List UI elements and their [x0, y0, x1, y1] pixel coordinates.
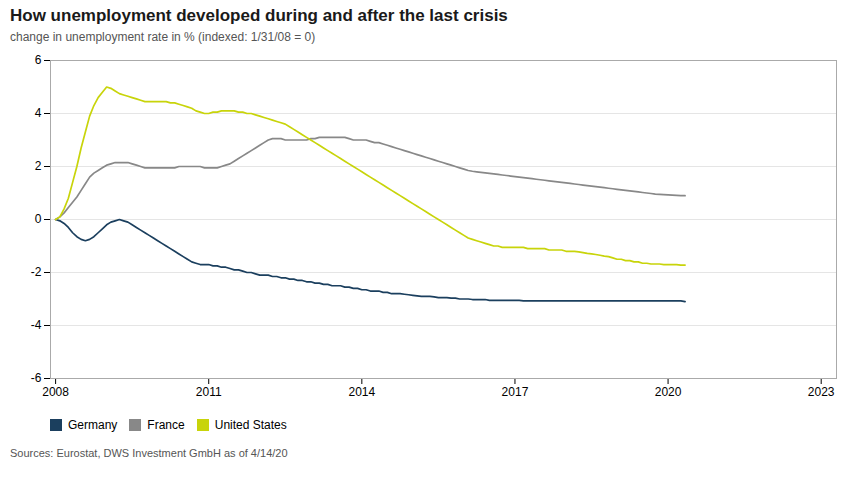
svg-text:2: 2 — [35, 159, 42, 173]
svg-text:2008: 2008 — [42, 385, 69, 399]
svg-text:6: 6 — [35, 53, 42, 67]
svg-text:0: 0 — [35, 212, 42, 226]
html-text:How unemployment developed dur: How unemployment developed during and af… — [10, 6, 508, 25]
svg-text:-6: -6 — [31, 371, 42, 385]
html-text:Germany: Germany — [68, 417, 118, 432]
svg-text:-4: -4 — [31, 318, 42, 332]
svg-text:4: 4 — [35, 106, 42, 120]
html-text:United States: United States — [214, 417, 287, 432]
svg-text:-2: -2 — [31, 265, 42, 279]
svg-text:2020: 2020 — [655, 385, 682, 399]
svg-text:2023: 2023 — [808, 385, 835, 399]
html-text:France: France — [147, 417, 185, 432]
html-text:change in unemployment rate in: change in unemployment rate in % (indexe… — [10, 30, 316, 44]
svg-text:2017: 2017 — [502, 385, 529, 399]
svg-text:2011: 2011 — [196, 385, 222, 399]
html-text:Sources: Eurostat, DWS Investm: Sources: Eurostat, DWS Investment GmbH a… — [10, 447, 288, 459]
svg-text:2014: 2014 — [348, 385, 375, 399]
